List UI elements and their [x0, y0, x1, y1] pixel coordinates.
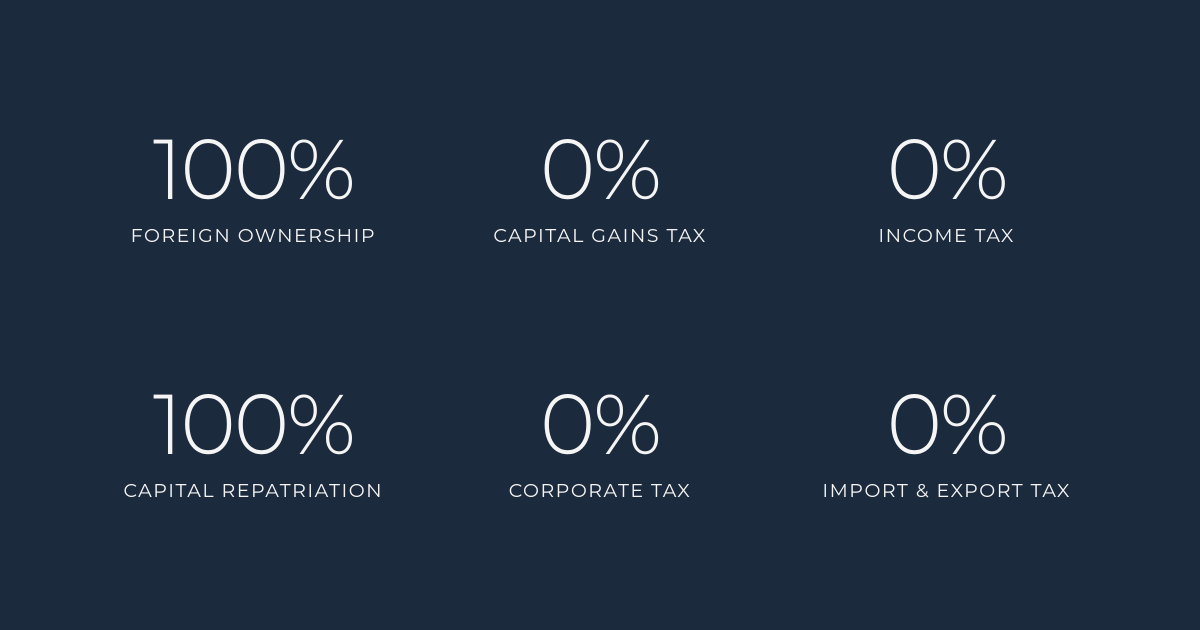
stat-foreign-ownership: 100% FOREIGN OWNERSHIP [100, 90, 407, 285]
stat-capital-gains-tax: 0% CAPITAL GAINS TAX [447, 90, 754, 285]
stat-value: 0% [887, 383, 1007, 467]
stat-import-export-tax: 0% IMPORT & EXPORT TAX [793, 345, 1100, 540]
stat-label: FOREIGN OWNERSHIP [131, 224, 376, 247]
stat-label: IMPORT & EXPORT TAX [822, 479, 1070, 502]
stat-capital-repatriation: 100% CAPITAL REPATRIATION [100, 345, 407, 540]
stat-corporate-tax: 0% CORPORATE TAX [447, 345, 754, 540]
stat-income-tax: 0% INCOME TAX [793, 90, 1100, 285]
stat-label: INCOME TAX [878, 224, 1014, 247]
stat-label: CAPITAL GAINS TAX [493, 224, 706, 247]
stat-value: 0% [540, 383, 660, 467]
stats-grid: 100% FOREIGN OWNERSHIP 0% CAPITAL GAINS … [0, 0, 1200, 630]
stat-value: 0% [887, 128, 1007, 212]
stat-label: CORPORATE TAX [509, 479, 692, 502]
stat-value: 100% [153, 383, 354, 467]
stat-value: 0% [540, 128, 660, 212]
stat-label: CAPITAL REPATRIATION [124, 479, 384, 502]
stat-value: 100% [153, 128, 354, 212]
